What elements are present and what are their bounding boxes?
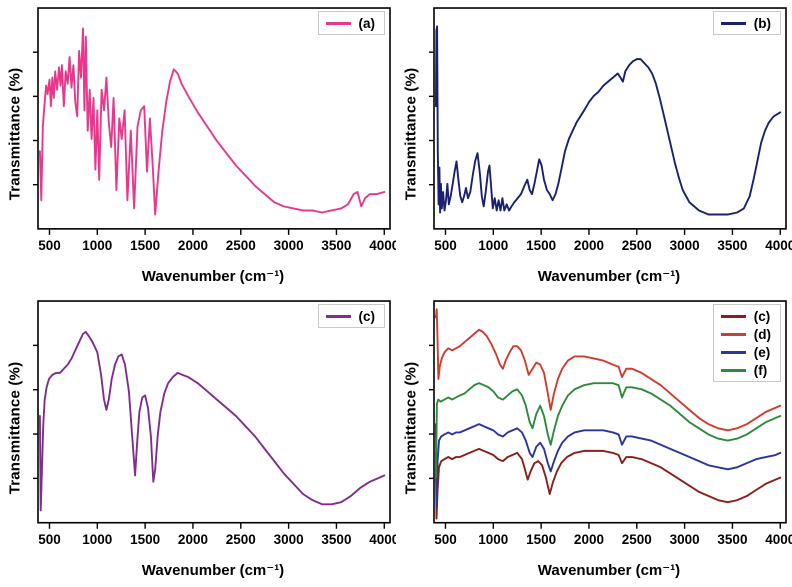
- svg-text:4000: 4000: [765, 238, 792, 253]
- x-axis-label: Wavenumber (cm⁻¹): [141, 268, 285, 285]
- spectrum-chart-b: 500 1000 1500 2000 2500 3000 3500 4000: [429, 7, 792, 253]
- legend-c: (c): [317, 304, 385, 328]
- svg-text:2500: 2500: [622, 238, 652, 253]
- svg-text:3000: 3000: [670, 532, 700, 547]
- svg-text:3500: 3500: [717, 532, 747, 547]
- legend-label: (c): [753, 308, 771, 324]
- legend-line-swatch: [720, 21, 746, 25]
- y-axis-label-wrap: Transmittance (%): [396, 295, 426, 560]
- legend-entry: (e): [720, 343, 771, 361]
- plot-area-a: 500 1000 1500 2000 2500 3000 3500 4000 (a): [30, 2, 396, 266]
- svg-text:4000: 4000: [765, 532, 792, 547]
- legend-label: (d): [753, 326, 771, 342]
- svg-text:3000: 3000: [274, 238, 304, 253]
- legend-b: (b): [712, 11, 781, 35]
- legend-line-swatch: [720, 314, 746, 318]
- legend-entry: (d): [720, 325, 771, 343]
- y-axis-label: Transmittance (%): [402, 67, 420, 201]
- legend-label: (a): [358, 15, 376, 31]
- svg-text:4000: 4000: [369, 532, 396, 547]
- spectrum-chart-c: 500 1000 1500 2000 2500 3000 3500 4000: [33, 300, 396, 547]
- svg-text:500: 500: [434, 532, 457, 547]
- plot-area-c: 500 1000 1500 2000 2500 3000 3500 4000 (c): [30, 295, 396, 560]
- y-axis-label-wrap: Transmittance (%): [0, 295, 30, 560]
- y-axis-label: Transmittance (%): [6, 67, 24, 201]
- svg-text:500: 500: [38, 238, 61, 253]
- svg-text:4000: 4000: [369, 238, 396, 253]
- svg-text:500: 500: [434, 238, 457, 253]
- spectrum-chart-d: 500 1000 1500 2000 2500 3000 3500 4000: [429, 300, 792, 547]
- svg-text:1500: 1500: [130, 532, 160, 547]
- legend-entry: (b): [720, 14, 771, 32]
- svg-text:2500: 2500: [622, 532, 652, 547]
- legend-d: (c) (d) (e) (f): [712, 304, 781, 382]
- svg-text:3000: 3000: [670, 238, 700, 253]
- legend-a: (a): [317, 11, 385, 35]
- svg-text:1500: 1500: [526, 532, 556, 547]
- legend-label: (c): [358, 308, 376, 324]
- svg-text:2000: 2000: [574, 238, 604, 253]
- svg-text:2500: 2500: [226, 238, 256, 253]
- svg-text:2500: 2500: [226, 532, 256, 547]
- legend-line-swatch: [720, 350, 746, 354]
- svg-text:1000: 1000: [478, 238, 508, 253]
- legend-label: (b): [753, 15, 771, 31]
- panel-c: Transmittance (%) 500 1000 1500 2000 2500 300…: [0, 293, 396, 587]
- legend-entry: (c): [720, 307, 771, 325]
- panel-b: Transmittance (%) 500 1000 1500 2000 2500 300…: [396, 0, 792, 293]
- legend-line-swatch: [325, 314, 351, 318]
- spectrum-chart-a: 500 1000 1500 2000 2500 3000 3500 4000: [33, 7, 396, 253]
- x-axis-label: Wavenumber (cm⁻¹): [537, 562, 681, 579]
- y-axis-label-wrap: Transmittance (%): [396, 2, 426, 266]
- legend-line-swatch: [720, 368, 746, 372]
- svg-text:1000: 1000: [82, 532, 112, 547]
- x-axis-label: Wavenumber (cm⁻¹): [141, 562, 285, 579]
- legend-label: (f): [753, 362, 768, 378]
- svg-text:2000: 2000: [574, 532, 604, 547]
- svg-text:1000: 1000: [82, 238, 112, 253]
- svg-text:2000: 2000: [178, 532, 208, 547]
- plot-area-b: 500 1000 1500 2000 2500 3000 3500 4000 (b): [426, 2, 792, 266]
- legend-line-swatch: [720, 332, 746, 336]
- panel-a: Transmittance (%) 500 1000 1500 2000 2500 300…: [0, 0, 396, 293]
- svg-text:1500: 1500: [130, 238, 160, 253]
- legend-entry: (f): [720, 361, 771, 379]
- svg-text:1000: 1000: [478, 532, 508, 547]
- panel-d: Transmittance (%) 500 1000 1500 2000 2500 300…: [396, 293, 792, 587]
- svg-text:3500: 3500: [321, 238, 351, 253]
- svg-text:3000: 3000: [274, 532, 304, 547]
- legend-entry: (a): [325, 14, 376, 32]
- y-axis-label: Transmittance (%): [6, 361, 24, 494]
- svg-text:500: 500: [38, 532, 61, 547]
- x-axis-label: Wavenumber (cm⁻¹): [537, 268, 681, 285]
- y-axis-label: Transmittance (%): [402, 361, 420, 494]
- plot-area-d: 500 1000 1500 2000 2500 3000 3500 4000 (c) (d) …: [426, 295, 792, 560]
- svg-text:1500: 1500: [526, 238, 556, 253]
- svg-text:3500: 3500: [717, 238, 747, 253]
- legend-line-swatch: [325, 21, 351, 25]
- svg-text:3500: 3500: [321, 532, 351, 547]
- y-axis-label-wrap: Transmittance (%): [0, 2, 30, 266]
- svg-text:2000: 2000: [178, 238, 208, 253]
- legend-entry: (c): [325, 307, 376, 325]
- legend-label: (e): [753, 344, 771, 360]
